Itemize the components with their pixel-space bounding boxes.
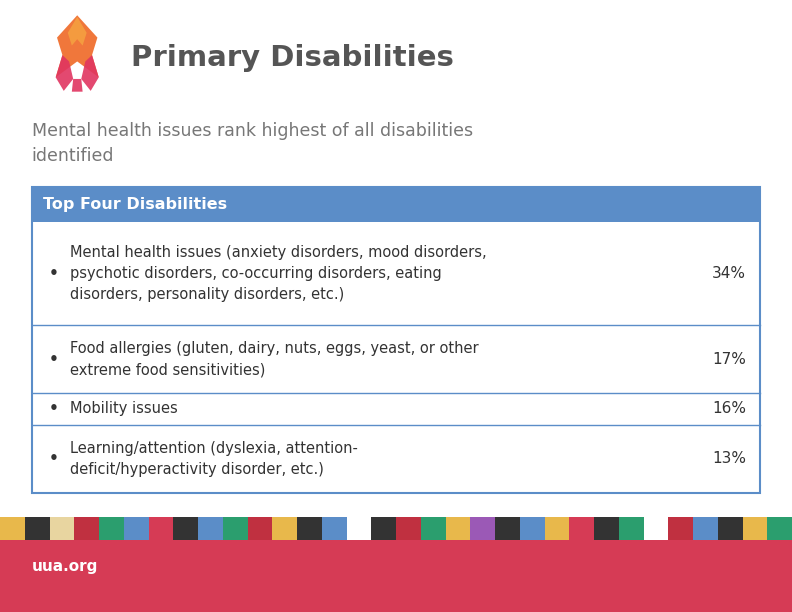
Bar <box>495 517 520 540</box>
Bar <box>124 517 149 540</box>
Polygon shape <box>55 15 99 77</box>
Bar <box>470 517 495 540</box>
Bar <box>520 517 545 540</box>
Text: Learning/attention (dyslexia, attention-
deficit/hyperactivity disorder, etc.): Learning/attention (dyslexia, attention-… <box>70 441 357 477</box>
Bar <box>272 517 297 540</box>
Text: Food allergies (gluten, dairy, nuts, eggs, yeast, or other
extreme food sensitiv: Food allergies (gluten, dairy, nuts, egg… <box>70 341 478 377</box>
Bar <box>421 517 445 540</box>
Text: 34%: 34% <box>712 266 746 281</box>
Bar <box>545 517 569 540</box>
Text: Primary Disabilities: Primary Disabilities <box>131 44 454 72</box>
Text: Mobility issues: Mobility issues <box>70 401 177 416</box>
Bar <box>718 517 743 540</box>
Bar <box>247 517 272 540</box>
Text: 16%: 16% <box>712 401 746 416</box>
Bar <box>74 517 99 540</box>
Bar <box>32 187 760 222</box>
Bar <box>322 517 347 540</box>
Text: •: • <box>49 266 59 281</box>
Text: •: • <box>49 351 59 367</box>
Bar <box>99 517 124 540</box>
Text: •: • <box>49 451 59 466</box>
Polygon shape <box>72 79 82 92</box>
Bar <box>668 517 693 540</box>
Bar <box>32 187 760 493</box>
Bar <box>371 517 396 540</box>
Bar <box>619 517 644 540</box>
Bar <box>743 517 767 540</box>
Bar <box>25 517 49 540</box>
Text: Mental health issues (anxiety disorders, mood disorders,
psychotic disorders, co: Mental health issues (anxiety disorders,… <box>70 245 486 302</box>
Polygon shape <box>82 55 99 91</box>
Polygon shape <box>68 17 86 45</box>
Text: 13%: 13% <box>712 451 746 466</box>
Bar <box>396 517 421 540</box>
Bar <box>767 517 792 540</box>
Bar <box>49 517 74 540</box>
Bar <box>0 517 792 612</box>
Bar <box>445 517 470 540</box>
Bar <box>594 517 619 540</box>
Bar <box>173 517 198 540</box>
Text: •: • <box>49 401 59 416</box>
Bar <box>223 517 247 540</box>
Text: Mental health issues rank highest of all disabilities
identified: Mental health issues rank highest of all… <box>32 122 473 165</box>
Bar <box>693 517 718 540</box>
Text: 17%: 17% <box>712 351 746 367</box>
Polygon shape <box>55 55 73 91</box>
Bar <box>198 517 223 540</box>
Bar <box>0 517 25 540</box>
Bar <box>149 517 173 540</box>
Bar <box>644 517 668 540</box>
Bar <box>347 517 371 540</box>
Bar <box>297 517 322 540</box>
Text: Top Four Disabilities: Top Four Disabilities <box>43 197 227 212</box>
Text: uua.org: uua.org <box>32 559 98 573</box>
Bar <box>569 517 594 540</box>
